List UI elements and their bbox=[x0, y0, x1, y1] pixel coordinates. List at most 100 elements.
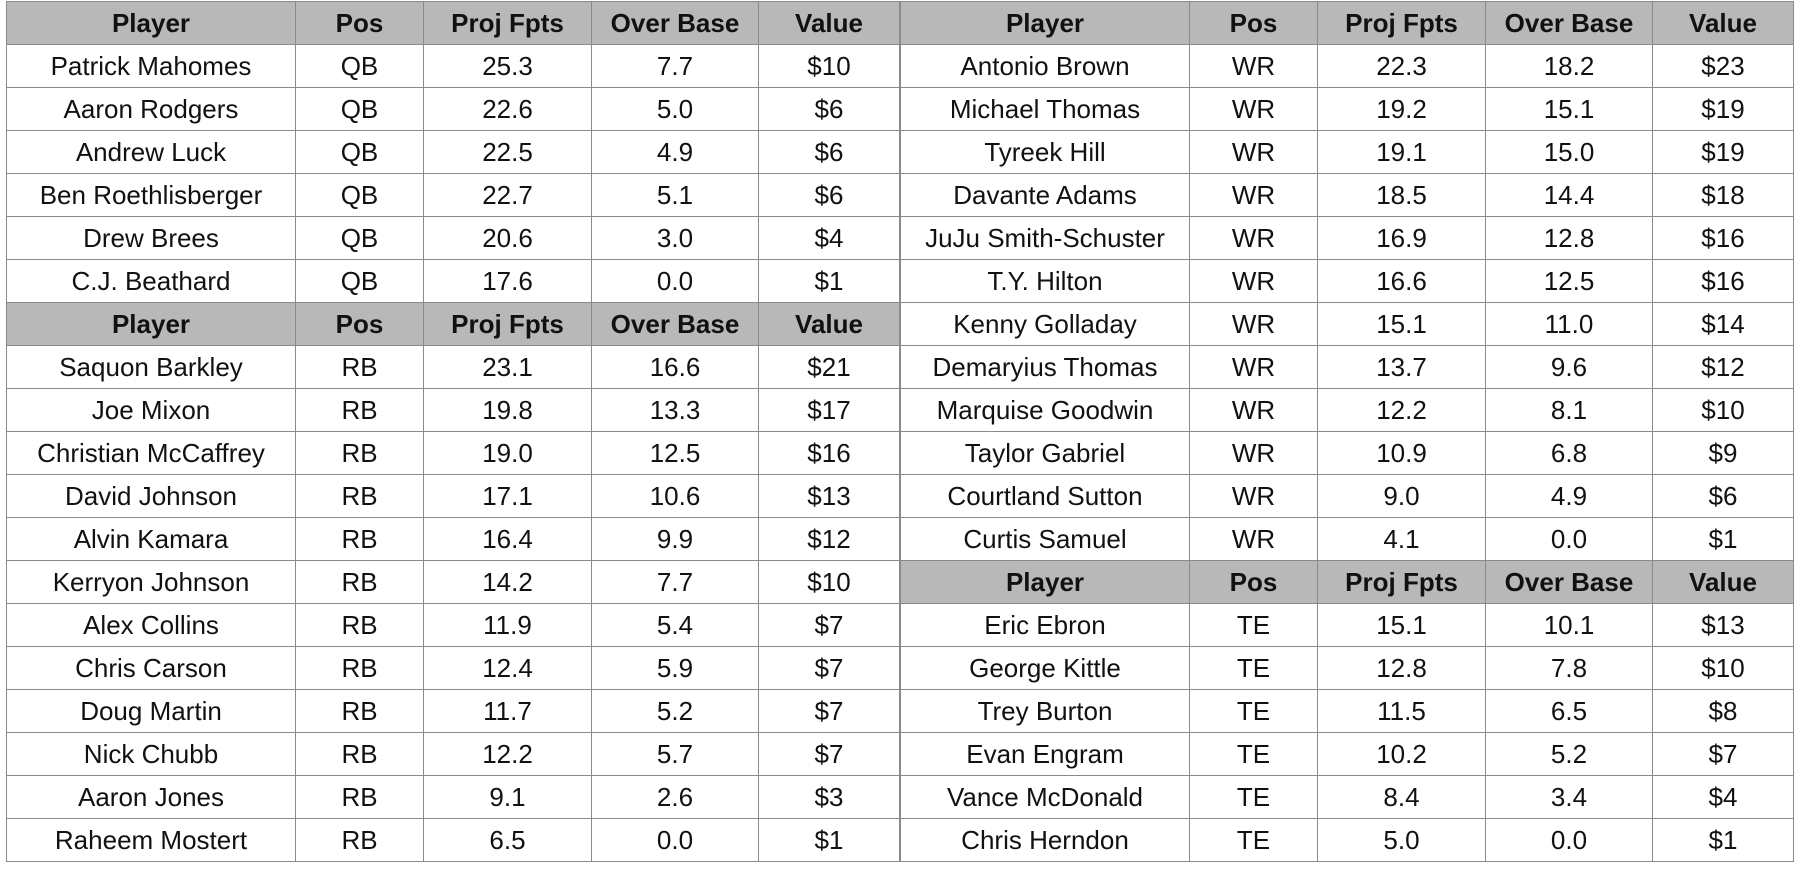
player-row: Saquon Barkley RB 23.1 16.6 $21 bbox=[6, 345, 900, 389]
cell: 17.1 bbox=[423, 474, 592, 518]
cell: 5.1 bbox=[591, 173, 759, 217]
cell: RB bbox=[295, 818, 424, 862]
cell: 0.0 bbox=[1485, 517, 1653, 561]
cell: Raheem Mostert bbox=[6, 818, 296, 862]
cell: $7 bbox=[758, 603, 900, 647]
player-row: Joe Mixon RB 19.8 13.3 $17 bbox=[6, 388, 900, 432]
cell: 19.2 bbox=[1317, 87, 1486, 131]
cell: $13 bbox=[758, 474, 900, 518]
cell: 10.9 bbox=[1317, 431, 1486, 475]
cell: 17.6 bbox=[423, 259, 592, 303]
cell: Trey Burton bbox=[900, 689, 1190, 733]
cell: $3 bbox=[758, 775, 900, 819]
cell: 12.8 bbox=[1317, 646, 1486, 690]
player-row: Aaron Rodgers QB 22.6 5.0 $6 bbox=[6, 87, 900, 131]
cell: 12.2 bbox=[423, 732, 592, 776]
cell: C.J. Beathard bbox=[6, 259, 296, 303]
player-row: Marquise Goodwin WR 12.2 8.1 $10 bbox=[900, 388, 1794, 432]
cell: $7 bbox=[758, 689, 900, 733]
player-row: Michael Thomas WR 19.2 15.1 $19 bbox=[900, 87, 1794, 131]
cell: 9.6 bbox=[1485, 345, 1653, 389]
cell: 12.8 bbox=[1485, 216, 1653, 260]
player-row: Andrew Luck QB 22.5 4.9 $6 bbox=[6, 130, 900, 174]
cell: RB bbox=[295, 646, 424, 690]
cell: WR bbox=[1189, 345, 1318, 389]
cell: QB bbox=[295, 259, 424, 303]
cell: TE bbox=[1189, 603, 1318, 647]
cell: Evan Engram bbox=[900, 732, 1190, 776]
player-row: Raheem Mostert RB 6.5 0.0 $1 bbox=[6, 818, 900, 862]
cell: $17 bbox=[758, 388, 900, 432]
cell: $12 bbox=[758, 517, 900, 561]
cell: Patrick Mahomes bbox=[6, 44, 296, 88]
cell: 16.6 bbox=[591, 345, 759, 389]
player-row: Christian McCaffrey RB 19.0 12.5 $16 bbox=[6, 431, 900, 475]
player-table: Player Pos Proj Fpts Over Base Value Patrick … bbox=[6, 1, 900, 862]
column-header: Value bbox=[1652, 560, 1794, 604]
cell: Eric Ebron bbox=[900, 603, 1190, 647]
cell: Demaryius Thomas bbox=[900, 345, 1190, 389]
cell: 14.2 bbox=[423, 560, 592, 604]
cell: Saquon Barkley bbox=[6, 345, 296, 389]
cell: WR bbox=[1189, 87, 1318, 131]
column-header: Player bbox=[6, 302, 296, 346]
cell: Alex Collins bbox=[6, 603, 296, 647]
cell: Michael Thomas bbox=[900, 87, 1190, 131]
cell: WR bbox=[1189, 216, 1318, 260]
player-row: Nick Chubb RB 12.2 5.7 $7 bbox=[6, 732, 900, 776]
cell: 5.0 bbox=[591, 87, 759, 131]
column-header: Proj Fpts bbox=[423, 1, 592, 45]
cell: Marquise Goodwin bbox=[900, 388, 1190, 432]
player-row: Demaryius Thomas WR 13.7 9.6 $12 bbox=[900, 345, 1794, 389]
cell: 8.1 bbox=[1485, 388, 1653, 432]
player-row: Patrick Mahomes QB 25.3 7.7 $10 bbox=[6, 44, 900, 88]
cell: Kenny Golladay bbox=[900, 302, 1190, 346]
column-header: Value bbox=[1652, 1, 1794, 45]
cell: 18.2 bbox=[1485, 44, 1653, 88]
cell: $7 bbox=[758, 646, 900, 690]
cell: TE bbox=[1189, 732, 1318, 776]
cell: 13.7 bbox=[1317, 345, 1486, 389]
cell: TE bbox=[1189, 646, 1318, 690]
column-header: Player bbox=[900, 560, 1190, 604]
cell: RB bbox=[295, 388, 424, 432]
cell: 15.1 bbox=[1317, 603, 1486, 647]
cell: 6.8 bbox=[1485, 431, 1653, 475]
column-header: Pos bbox=[295, 302, 424, 346]
cell: 3.4 bbox=[1485, 775, 1653, 819]
cell: $12 bbox=[1652, 345, 1794, 389]
cell: 5.0 bbox=[1317, 818, 1486, 862]
cell: $1 bbox=[1652, 517, 1794, 561]
header-row: Player Pos Proj Fpts Over Base Value bbox=[6, 1, 900, 45]
column-header: Value bbox=[758, 1, 900, 45]
cell: 16.9 bbox=[1317, 216, 1486, 260]
player-row: Chris Carson RB 12.4 5.9 $7 bbox=[6, 646, 900, 690]
cell: Chris Carson bbox=[6, 646, 296, 690]
cell: Joe Mixon bbox=[6, 388, 296, 432]
cell: 15.0 bbox=[1485, 130, 1653, 174]
cell: $7 bbox=[1652, 732, 1794, 776]
cell: $14 bbox=[1652, 302, 1794, 346]
cell: RB bbox=[295, 775, 424, 819]
cell: $16 bbox=[758, 431, 900, 475]
cell: WR bbox=[1189, 517, 1318, 561]
cell: Antonio Brown bbox=[900, 44, 1190, 88]
cell: 14.4 bbox=[1485, 173, 1653, 217]
cell: 12.5 bbox=[591, 431, 759, 475]
cell: 22.3 bbox=[1317, 44, 1486, 88]
player-row: Courtland Sutton WR 9.0 4.9 $6 bbox=[900, 474, 1794, 518]
cell: Kerryon Johnson bbox=[6, 560, 296, 604]
cell: TE bbox=[1189, 775, 1318, 819]
cell: RB bbox=[295, 517, 424, 561]
cell: 6.5 bbox=[1485, 689, 1653, 733]
cell: Aaron Jones bbox=[6, 775, 296, 819]
cell: Chris Herndon bbox=[900, 818, 1190, 862]
cell: $6 bbox=[1652, 474, 1794, 518]
player-row: Alex Collins RB 11.9 5.4 $7 bbox=[6, 603, 900, 647]
player-row: Alvin Kamara RB 16.4 9.9 $12 bbox=[6, 517, 900, 561]
cell: $8 bbox=[1652, 689, 1794, 733]
cell: 4.9 bbox=[591, 130, 759, 174]
player-row: Trey Burton TE 11.5 6.5 $8 bbox=[900, 689, 1794, 733]
column-header: Proj Fpts bbox=[1317, 560, 1486, 604]
table-body: Player Pos Proj Fpts Over Base Value Patrick … bbox=[6, 1, 900, 862]
